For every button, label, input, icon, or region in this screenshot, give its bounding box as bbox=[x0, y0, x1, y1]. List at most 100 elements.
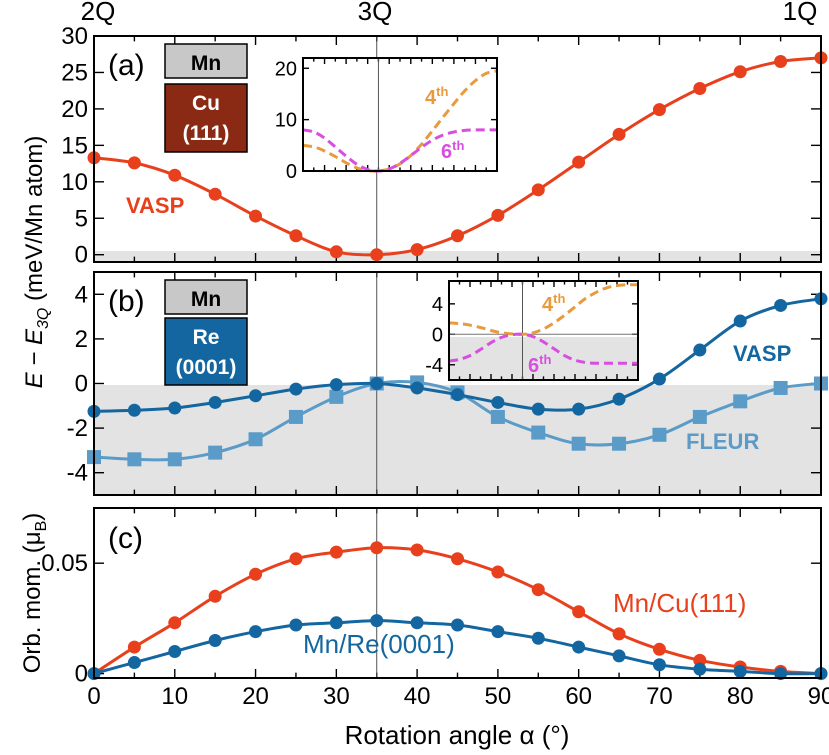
inset-b-label-4th-main: 4 bbox=[542, 294, 554, 316]
data-point bbox=[693, 343, 707, 357]
data-point bbox=[208, 633, 222, 647]
inset-b-label-6th-sup: th bbox=[539, 352, 551, 367]
data-point bbox=[451, 618, 464, 632]
panel-c: 00.050 10 20 30 40 50 60 70 80 90 (c) Mn/Cu(111) … bbox=[19, 507, 829, 750]
panel-a-ticks: 0 5 10 15 20 25 30 bbox=[61, 23, 822, 269]
energy-axis-label: E − E3Q (meV/Mn atom) bbox=[21, 136, 52, 389]
data-point bbox=[249, 625, 263, 639]
x-tick-label: 10 bbox=[161, 683, 188, 710]
data-point bbox=[289, 618, 303, 632]
mn-layer-label-b: Mn bbox=[191, 288, 221, 311]
energy-axis-label-main: E − E bbox=[21, 328, 48, 388]
data-point bbox=[612, 392, 626, 406]
panel-b-data bbox=[87, 292, 828, 467]
panel-b: -4 -2 0 2 4 (b) Mn Re (0001) VASP FLEUR -4 0 4… bbox=[67, 271, 828, 496]
y-tick-label: 5 bbox=[75, 205, 88, 232]
data-point bbox=[410, 381, 424, 395]
data-point bbox=[248, 432, 263, 447]
y-tick-label: 0 bbox=[432, 324, 443, 346]
data-point bbox=[571, 436, 586, 451]
data-point bbox=[329, 616, 343, 630]
data-point bbox=[531, 425, 546, 440]
panel-a-data bbox=[87, 51, 828, 262]
x-tick-label: 0 bbox=[87, 683, 100, 710]
y-tick-label: 15 bbox=[61, 132, 88, 159]
x-tick-label: 40 bbox=[404, 683, 431, 710]
y-tick-label: 0 bbox=[75, 242, 88, 269]
data-point bbox=[127, 656, 141, 670]
cu-substrate-label-2: (111) bbox=[183, 122, 230, 145]
data-point bbox=[208, 445, 223, 460]
x-tick-label: 30 bbox=[323, 683, 350, 710]
y-tick-label: 0.05 bbox=[41, 550, 88, 577]
data-point bbox=[249, 389, 263, 403]
data-point bbox=[329, 389, 344, 404]
data-point bbox=[531, 402, 545, 416]
data-point bbox=[572, 402, 586, 416]
panel-b-series-label-fleur: FLEUR bbox=[686, 429, 759, 454]
data-point bbox=[370, 377, 384, 390]
data-point bbox=[168, 168, 182, 182]
y-tick-label: 0 bbox=[75, 371, 88, 398]
y-tick-label: -2 bbox=[67, 415, 88, 442]
data-point bbox=[652, 642, 666, 656]
panel-b-label: (b) bbox=[108, 285, 145, 318]
data-point bbox=[773, 380, 788, 395]
y-tick-label: 10 bbox=[61, 169, 88, 196]
mn-layer-box-a bbox=[164, 43, 248, 79]
x-tick-label: 50 bbox=[485, 683, 512, 710]
panel-a-shade bbox=[94, 251, 821, 262]
panel-b-series-label-vasp: VASP bbox=[733, 341, 791, 366]
data-point bbox=[733, 314, 747, 328]
panel-c-data bbox=[87, 541, 828, 681]
inset-a-label-6th-sup: th bbox=[452, 138, 464, 153]
orbital-moment-axis-label: Orb. mom. (μB) bbox=[19, 513, 50, 674]
data-point bbox=[451, 388, 464, 402]
data-point bbox=[652, 103, 666, 117]
inset-b-label-6th-main: 6 bbox=[528, 355, 539, 377]
inset-a-label-4th-sup: th bbox=[436, 84, 448, 99]
data-point bbox=[572, 605, 586, 619]
data-point bbox=[410, 243, 424, 257]
inset-b-shade bbox=[449, 337, 638, 380]
y-tick-label: 20 bbox=[61, 96, 88, 123]
panel-c-series-label-re: Mn/Re(0001) bbox=[303, 629, 455, 659]
data-point bbox=[370, 541, 384, 555]
data-point bbox=[733, 394, 748, 409]
inset-b-label-6th: 6th bbox=[528, 352, 551, 377]
data-point bbox=[370, 614, 384, 628]
data-point bbox=[288, 409, 303, 424]
data-point bbox=[490, 409, 505, 424]
y-tick-label: -4 bbox=[425, 355, 443, 377]
inset-a-data bbox=[302, 69, 498, 173]
y-tick-label: 25 bbox=[61, 59, 88, 86]
data-point bbox=[167, 452, 182, 467]
data-point bbox=[329, 545, 343, 559]
data-point bbox=[612, 436, 627, 451]
y-tick-label: 10 bbox=[275, 110, 297, 132]
panel-b-frame bbox=[93, 271, 822, 496]
data-point bbox=[693, 662, 707, 676]
series-line bbox=[448, 283, 639, 336]
y-tick-label: -4 bbox=[67, 460, 88, 487]
data-point bbox=[531, 183, 545, 197]
panel-b-ticks: -4 -2 0 2 4 bbox=[67, 272, 822, 495]
series-line bbox=[448, 332, 638, 365]
data-point bbox=[168, 645, 182, 659]
data-point bbox=[208, 589, 222, 603]
y-tick-label: 0 bbox=[75, 661, 88, 688]
data-point bbox=[208, 395, 222, 409]
mn-layer-label-a: Mn bbox=[191, 52, 221, 75]
mn-layer-box-b bbox=[164, 279, 248, 315]
data-point bbox=[451, 552, 464, 566]
data-point bbox=[249, 209, 263, 223]
cu-substrate-label-1: Cu bbox=[192, 92, 220, 115]
data-point bbox=[652, 427, 667, 442]
data-point bbox=[774, 55, 788, 69]
energy-axis-label-unit: (meV/Mn atom) bbox=[21, 136, 48, 308]
inset-a-label-6th: 6th bbox=[441, 138, 464, 163]
data-point bbox=[733, 65, 747, 79]
panel-c-series-label-cu: Mn/Cu(111) bbox=[613, 588, 746, 618]
